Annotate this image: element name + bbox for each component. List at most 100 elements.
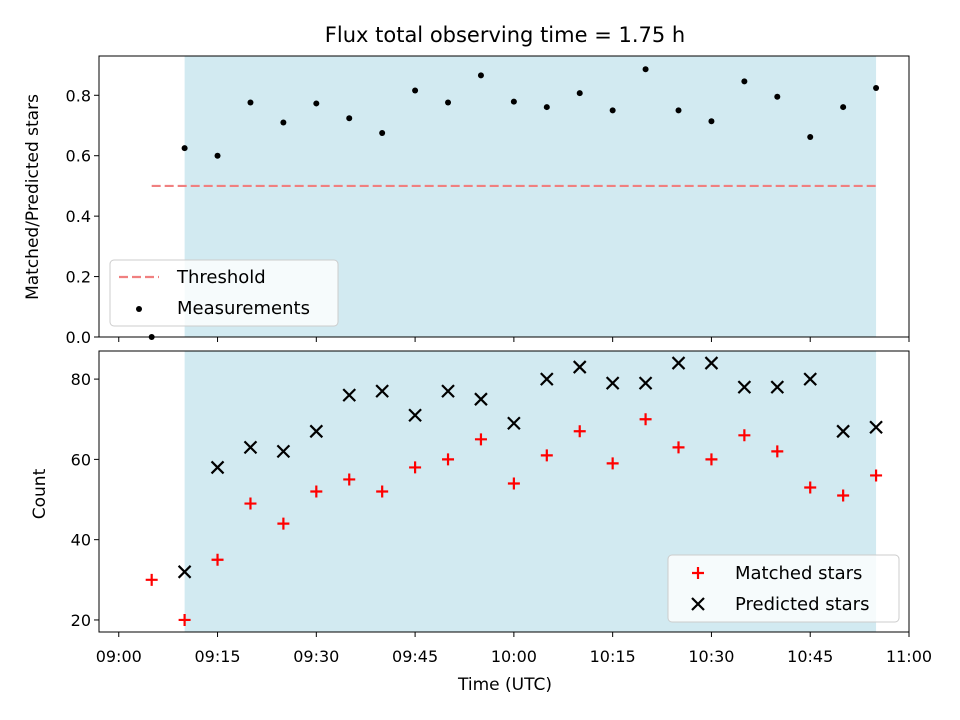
top-plot-frame: [98, 55, 910, 338]
bottom-plot-frame: [98, 350, 910, 633]
legend-measurement-swatch: [136, 306, 142, 312]
predicted-star-point: [408, 408, 422, 423]
measurement-point: [214, 152, 221, 159]
top-legend: Threshold Measurements: [109, 259, 339, 327]
bottom-y-tick-label: 40: [71, 531, 91, 550]
matched-star-point: [145, 573, 158, 586]
top-y-tick-label: 0.6: [66, 147, 91, 166]
legend-measurement-label: Measurements: [177, 298, 310, 319]
matched-star-point: [244, 497, 257, 510]
predicted-star-point: [869, 420, 883, 435]
matched-star-point: [343, 473, 356, 486]
predicted-star-point: [671, 356, 686, 370]
bottom-y-axis-label: Count: [30, 468, 50, 519]
measurement-point: [313, 100, 320, 107]
measurement-point: [477, 72, 484, 79]
matched-star-point: [442, 453, 455, 466]
predicted-star-point: [474, 392, 488, 406]
predicted-star-point: [836, 424, 850, 439]
measurement-point: [346, 115, 353, 122]
predicted-star-point: [770, 380, 785, 394]
legend-matched-label: Matched stars: [735, 563, 862, 584]
matched-star-point: [376, 485, 389, 498]
measurement-point: [379, 130, 386, 137]
predicted-star-point: [309, 424, 324, 439]
top-panel: 0.0 0.2 0.4 0.6 0.8 Threshold Measurements: [66, 55, 910, 347]
matched-star-point: [211, 553, 224, 566]
matched-star-point: [705, 453, 718, 466]
x-tick-label: 10:30: [688, 647, 734, 666]
matched-star-point: [277, 517, 290, 530]
measurement-point: [181, 145, 188, 152]
bottom-y-tick-label: 20: [71, 611, 91, 630]
predicted-star-point: [375, 384, 389, 398]
measurement-point: [543, 104, 550, 111]
matched-star-point: [804, 481, 817, 494]
predicted-star-point: [276, 444, 291, 459]
measurement-point: [708, 118, 715, 125]
matched-star-point: [474, 433, 487, 446]
measurement-point: [280, 119, 287, 126]
matched-star-point: [540, 449, 553, 462]
measurement-point: [445, 99, 452, 106]
predicted-star-point: [605, 376, 620, 390]
x-axis-label: Time (UTC): [457, 675, 552, 695]
matched-star-point: [870, 469, 883, 482]
x-tick-label: 09:15: [194, 647, 240, 666]
x-tick-label: 10:45: [787, 647, 833, 666]
legend-threshold-label: Threshold: [176, 267, 266, 288]
matched-star-point: [409, 461, 422, 474]
predicted-star-point: [572, 360, 587, 374]
bottom-y-tick-label: 80: [71, 370, 91, 389]
predicted-star-point: [441, 384, 455, 398]
x-tick-label: 10:15: [590, 647, 636, 666]
top-y-tick-label: 0.2: [66, 268, 91, 287]
matched-star-point: [573, 425, 586, 438]
top-y-tick-label: 0.0: [66, 328, 91, 347]
x-tick-label: 09:30: [293, 647, 339, 666]
predicted-star-point: [737, 380, 752, 394]
measurement-point: [873, 85, 880, 92]
matched-star-point: [507, 477, 520, 490]
predicted-star-point: [177, 565, 192, 579]
predicted-star-point: [507, 416, 521, 431]
predicted-star-point: [540, 372, 554, 386]
matched-star-point: [837, 489, 850, 502]
predicted-star-point: [704, 356, 719, 370]
measurement-point: [774, 93, 781, 100]
legend-predicted-swatch: [691, 597, 705, 611]
measurement-point: [609, 107, 616, 114]
measurement-point: [247, 99, 254, 106]
predicted-star-point: [210, 460, 225, 475]
x-tick-label: 11:00: [886, 647, 932, 666]
top-y-tick-label: 0.8: [66, 86, 91, 105]
chart-title: Flux total observing time = 1.75 h: [325, 23, 685, 47]
x-tick-label: 09:00: [96, 647, 142, 666]
matched-star-point: [771, 445, 784, 458]
measurement-point: [412, 87, 419, 94]
matched-star-point: [639, 413, 652, 426]
matched-star-point: [738, 429, 751, 442]
top-y-tick-label: 0.4: [66, 207, 91, 226]
x-tick-label: 09:45: [392, 647, 438, 666]
predicted-star-point: [638, 376, 653, 390]
top-legend-box: [109, 259, 339, 327]
x-tick-label: 10:00: [491, 647, 537, 666]
measurement-point: [642, 66, 649, 73]
bottom-legend: Matched stars Predicted stars: [667, 554, 900, 623]
matched-star-point: [178, 613, 191, 626]
measurement-point: [741, 78, 748, 85]
matched-star-point: [310, 485, 323, 498]
top-y-axis-label: Matched/Predicted stars: [23, 94, 43, 300]
measurement-point: [807, 133, 814, 140]
predicted-star-point: [243, 440, 258, 455]
predicted-star-point: [342, 388, 357, 402]
matched-star-point: [672, 441, 685, 454]
predicted-star-point: [803, 372, 817, 386]
legend-predicted-label: Predicted stars: [735, 594, 869, 615]
legend-matched-swatch: [692, 567, 704, 579]
bottom-panel: 20 40 60 80 09:00 09:15 09:30 09:45 10:00 10:15 10…: [71, 350, 932, 666]
measurement-point: [840, 104, 847, 111]
matched-star-point: [606, 457, 619, 470]
